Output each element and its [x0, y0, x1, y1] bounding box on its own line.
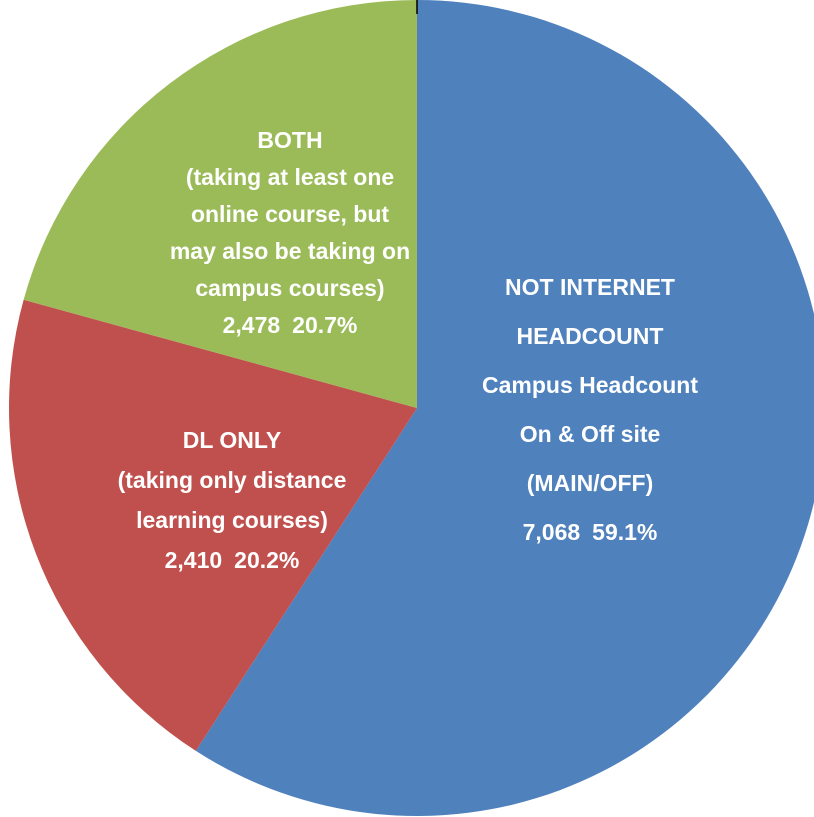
slice-label: NOT INTERNET HEADCOUNT Campus Headcount …	[482, 273, 698, 496]
pie-slice	[195, 0, 814, 816]
percent-label: 20.7%	[292, 311, 358, 338]
percent-label: 20.2%	[234, 547, 300, 573]
value-label: 2,478	[222, 311, 281, 338]
percent-label: 59.1%	[592, 518, 658, 545]
slice-label: DL ONLY (taking only distance learning c…	[117, 427, 347, 533]
slice-value: 2,478 20.7%	[223, 307, 358, 344]
slice-label: BOTH (taking at least one online course,…	[169, 126, 411, 301]
slice-value: 2,410 20.2%	[165, 540, 300, 580]
pie-slice	[23, 0, 417, 408]
slice-value: 7,068 59.1%	[523, 508, 658, 557]
slices	[8, 0, 814, 816]
pie-slice	[8, 299, 417, 751]
value-label: 7,068	[522, 518, 581, 545]
value-label: 2,410	[164, 547, 223, 573]
